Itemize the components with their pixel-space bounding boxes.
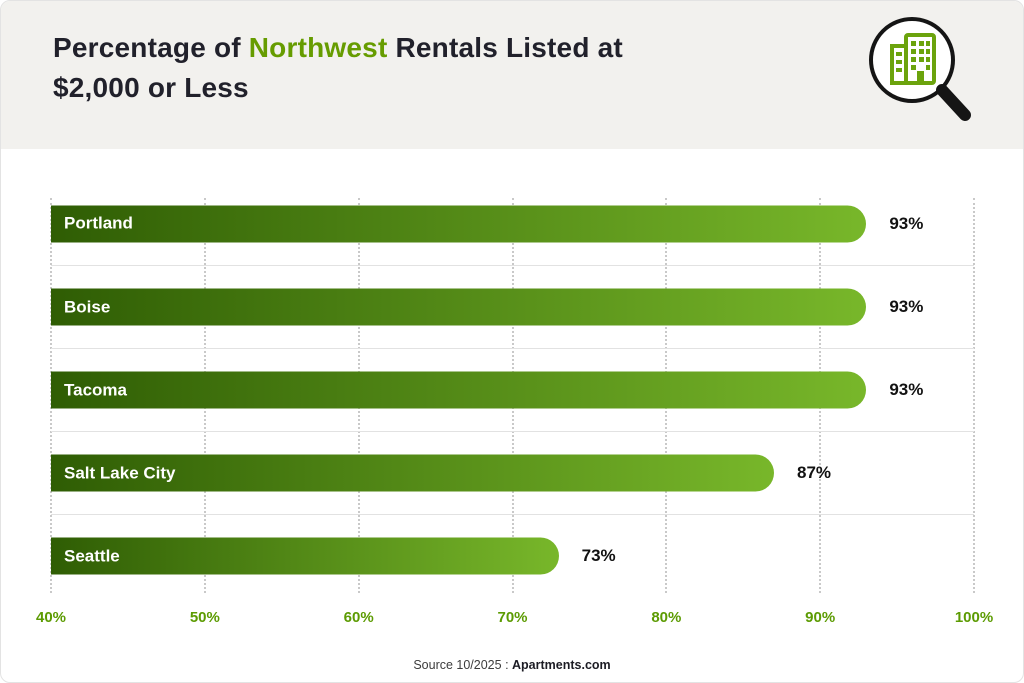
title-line-2: $2,000 or Less bbox=[53, 71, 249, 103]
bar-value-label: 93% bbox=[889, 380, 924, 399]
x-axis: 40% 50% 60% 70% 80% 90% 100% bbox=[36, 609, 993, 631]
bar-value-label: 93% bbox=[889, 213, 924, 233]
chart-title: Percentage of Northwest Rentals Listed a… bbox=[53, 28, 1023, 108]
bar-category-label: Seattle bbox=[64, 546, 120, 565]
title-line-1: Percentage of Northwest Rentals Listed a… bbox=[53, 28, 1023, 68]
bar-category-label: Boise bbox=[64, 297, 111, 316]
header: Percentage of Northwest Rentals Listed a… bbox=[1, 1, 1023, 149]
bar-category-label: Salt Lake City bbox=[64, 463, 176, 482]
x-tick-label: 50% bbox=[189, 609, 220, 626]
bar-row: Seattle 73% bbox=[51, 514, 974, 597]
bar-tacoma: Tacoma bbox=[51, 371, 867, 409]
title-suffix: Rentals Listed at bbox=[387, 32, 623, 63]
bar-row: Salt Lake City 87% bbox=[51, 431, 974, 514]
bar-portland: Portland bbox=[51, 205, 867, 242]
title-prefix: Percentage of bbox=[53, 32, 249, 63]
x-tick-label: 90% bbox=[805, 609, 836, 626]
bar-value-label: 73% bbox=[581, 546, 616, 565]
bar-salt-lake-city: Salt Lake City bbox=[51, 454, 775, 492]
x-tick-label: 100% bbox=[954, 609, 994, 626]
x-tick-label: 60% bbox=[343, 609, 374, 626]
x-tick-label: 80% bbox=[651, 609, 682, 626]
bar-row: Portland 93% bbox=[51, 182, 974, 265]
bar-value-label: 87% bbox=[797, 463, 832, 482]
bar-value-label: 93% bbox=[889, 297, 924, 316]
source-brand: Apartments.com bbox=[512, 658, 611, 672]
bar-boise: Boise bbox=[51, 288, 867, 326]
bar-row: Tacoma 93% bbox=[51, 348, 974, 431]
title-highlight: Northwest bbox=[248, 32, 388, 63]
bar-seattle: Seattle bbox=[51, 537, 559, 575]
plot-area: Portland 93% Boise 93% Tacoma 93% Salt Lake Ci… bbox=[50, 182, 975, 597]
gridline bbox=[973, 198, 975, 593]
x-tick-label: 40% bbox=[35, 609, 67, 626]
building-magnifier-svg bbox=[869, 17, 971, 121]
source-note: Source 10/2025 : Apartments.com bbox=[1, 658, 1023, 672]
bar-chart: Portland 93% Boise 93% Tacoma 93% Salt Lake Ci… bbox=[1, 182, 1023, 631]
bar-rows: Portland 93% Boise 93% Tacoma 93% Salt Lake Ci… bbox=[51, 182, 974, 597]
bar-category-label: Portland bbox=[64, 213, 133, 233]
source-prefix: Source 10/2025 : bbox=[413, 658, 513, 672]
bar-category-label: Tacoma bbox=[64, 380, 127, 399]
x-tick-label: 70% bbox=[497, 609, 528, 626]
building-magnifier-icon bbox=[861, 9, 983, 133]
bar-row: Boise 93% bbox=[51, 265, 974, 348]
